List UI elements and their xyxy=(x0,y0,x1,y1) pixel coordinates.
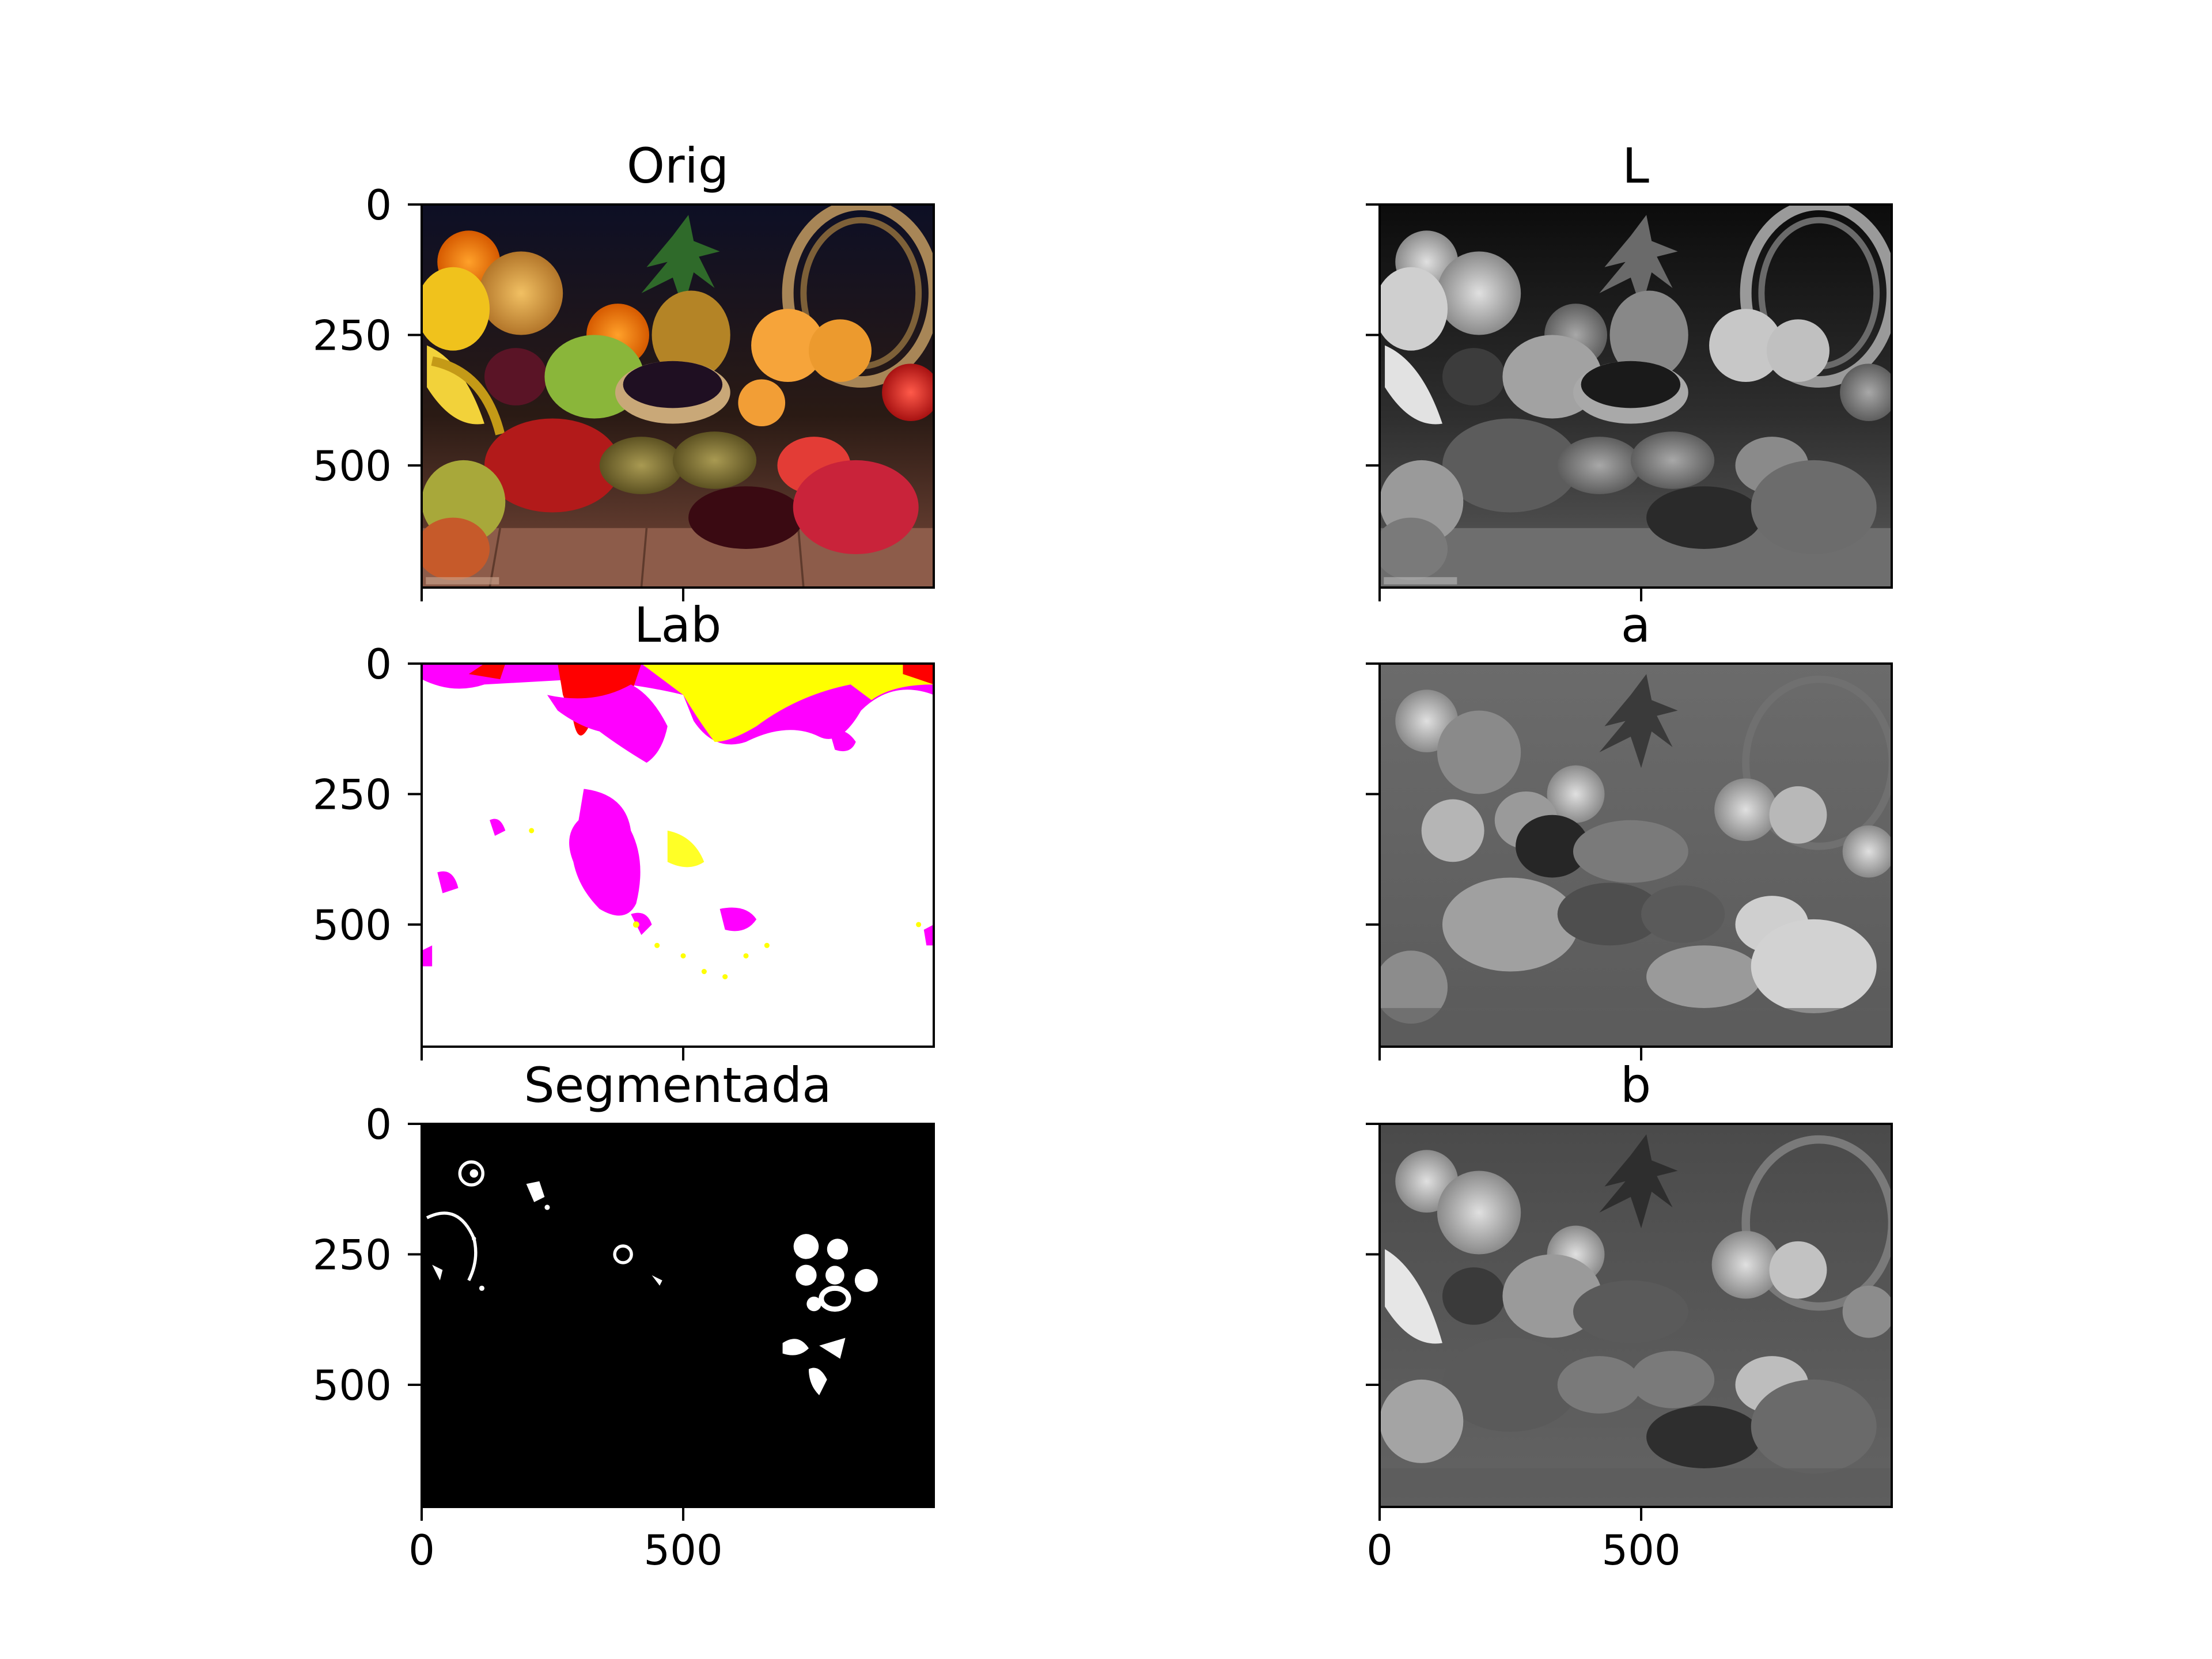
panel-a: a xyxy=(1366,597,1895,1060)
panel-segmentada-ytick-label-250: 250 xyxy=(313,1230,392,1279)
panel-orig-frame xyxy=(421,203,935,589)
panel-b-title: b xyxy=(1620,1057,1651,1113)
panel-lab-frame xyxy=(421,662,935,1048)
panel-orig: Orig 0 250 500 xyxy=(313,138,940,601)
panel-b-xtick-label-0: 0 xyxy=(1366,1526,1393,1574)
panel-segmentada-ytick-label-0: 0 xyxy=(365,1100,392,1149)
panel-orig-image xyxy=(416,204,940,588)
panel-a-frame xyxy=(1378,662,1893,1048)
panel-segmentada-image xyxy=(422,1124,934,1507)
panel-b: b 0 500 xyxy=(1366,1057,1895,1574)
panel-a-title: a xyxy=(1621,597,1650,653)
panel-orig-ytick-label-0: 0 xyxy=(365,181,392,229)
panel-orig-ytick-label-250: 250 xyxy=(313,311,392,359)
panel-L: L xyxy=(1366,138,1897,601)
panel-segmentada-xtick-label-500: 500 xyxy=(643,1526,722,1574)
panel-L-frame xyxy=(1378,203,1893,589)
panel-lab-ytick-label-250: 250 xyxy=(313,770,392,819)
panel-L-image xyxy=(1374,204,1897,588)
panel-a-image xyxy=(1374,664,1895,1047)
panel-lab-image xyxy=(422,664,934,1047)
panels-layer: Orig 0 250 500 L Lab 0 250 500 a Segmentada 0 250 500… xyxy=(313,138,1897,1574)
panel-segmentada-xtick-label-0: 0 xyxy=(408,1526,435,1574)
panel-b-frame xyxy=(1378,1123,1893,1508)
panel-b-xtick-label-500: 500 xyxy=(1601,1526,1680,1574)
panel-segmentada-frame xyxy=(421,1123,935,1508)
panel-lab: Lab 0 250 500 xyxy=(313,597,935,1060)
panel-b-image xyxy=(1380,1124,1895,1507)
panel-orig-ytick-label-500: 500 xyxy=(313,442,392,490)
panel-segmentada: Segmentada 0 250 500 0 500 xyxy=(313,1057,935,1574)
panel-lab-title: Lab xyxy=(634,597,722,653)
panel-segmentada-ytick-label-500: 500 xyxy=(313,1361,392,1410)
panel-lab-ytick-label-500: 500 xyxy=(313,901,392,949)
panel-segmentada-title: Segmentada xyxy=(524,1057,831,1113)
panel-L-title: L xyxy=(1622,138,1649,194)
panel-orig-title: Orig xyxy=(627,138,729,194)
panel-lab-ytick-label-0: 0 xyxy=(365,640,392,688)
